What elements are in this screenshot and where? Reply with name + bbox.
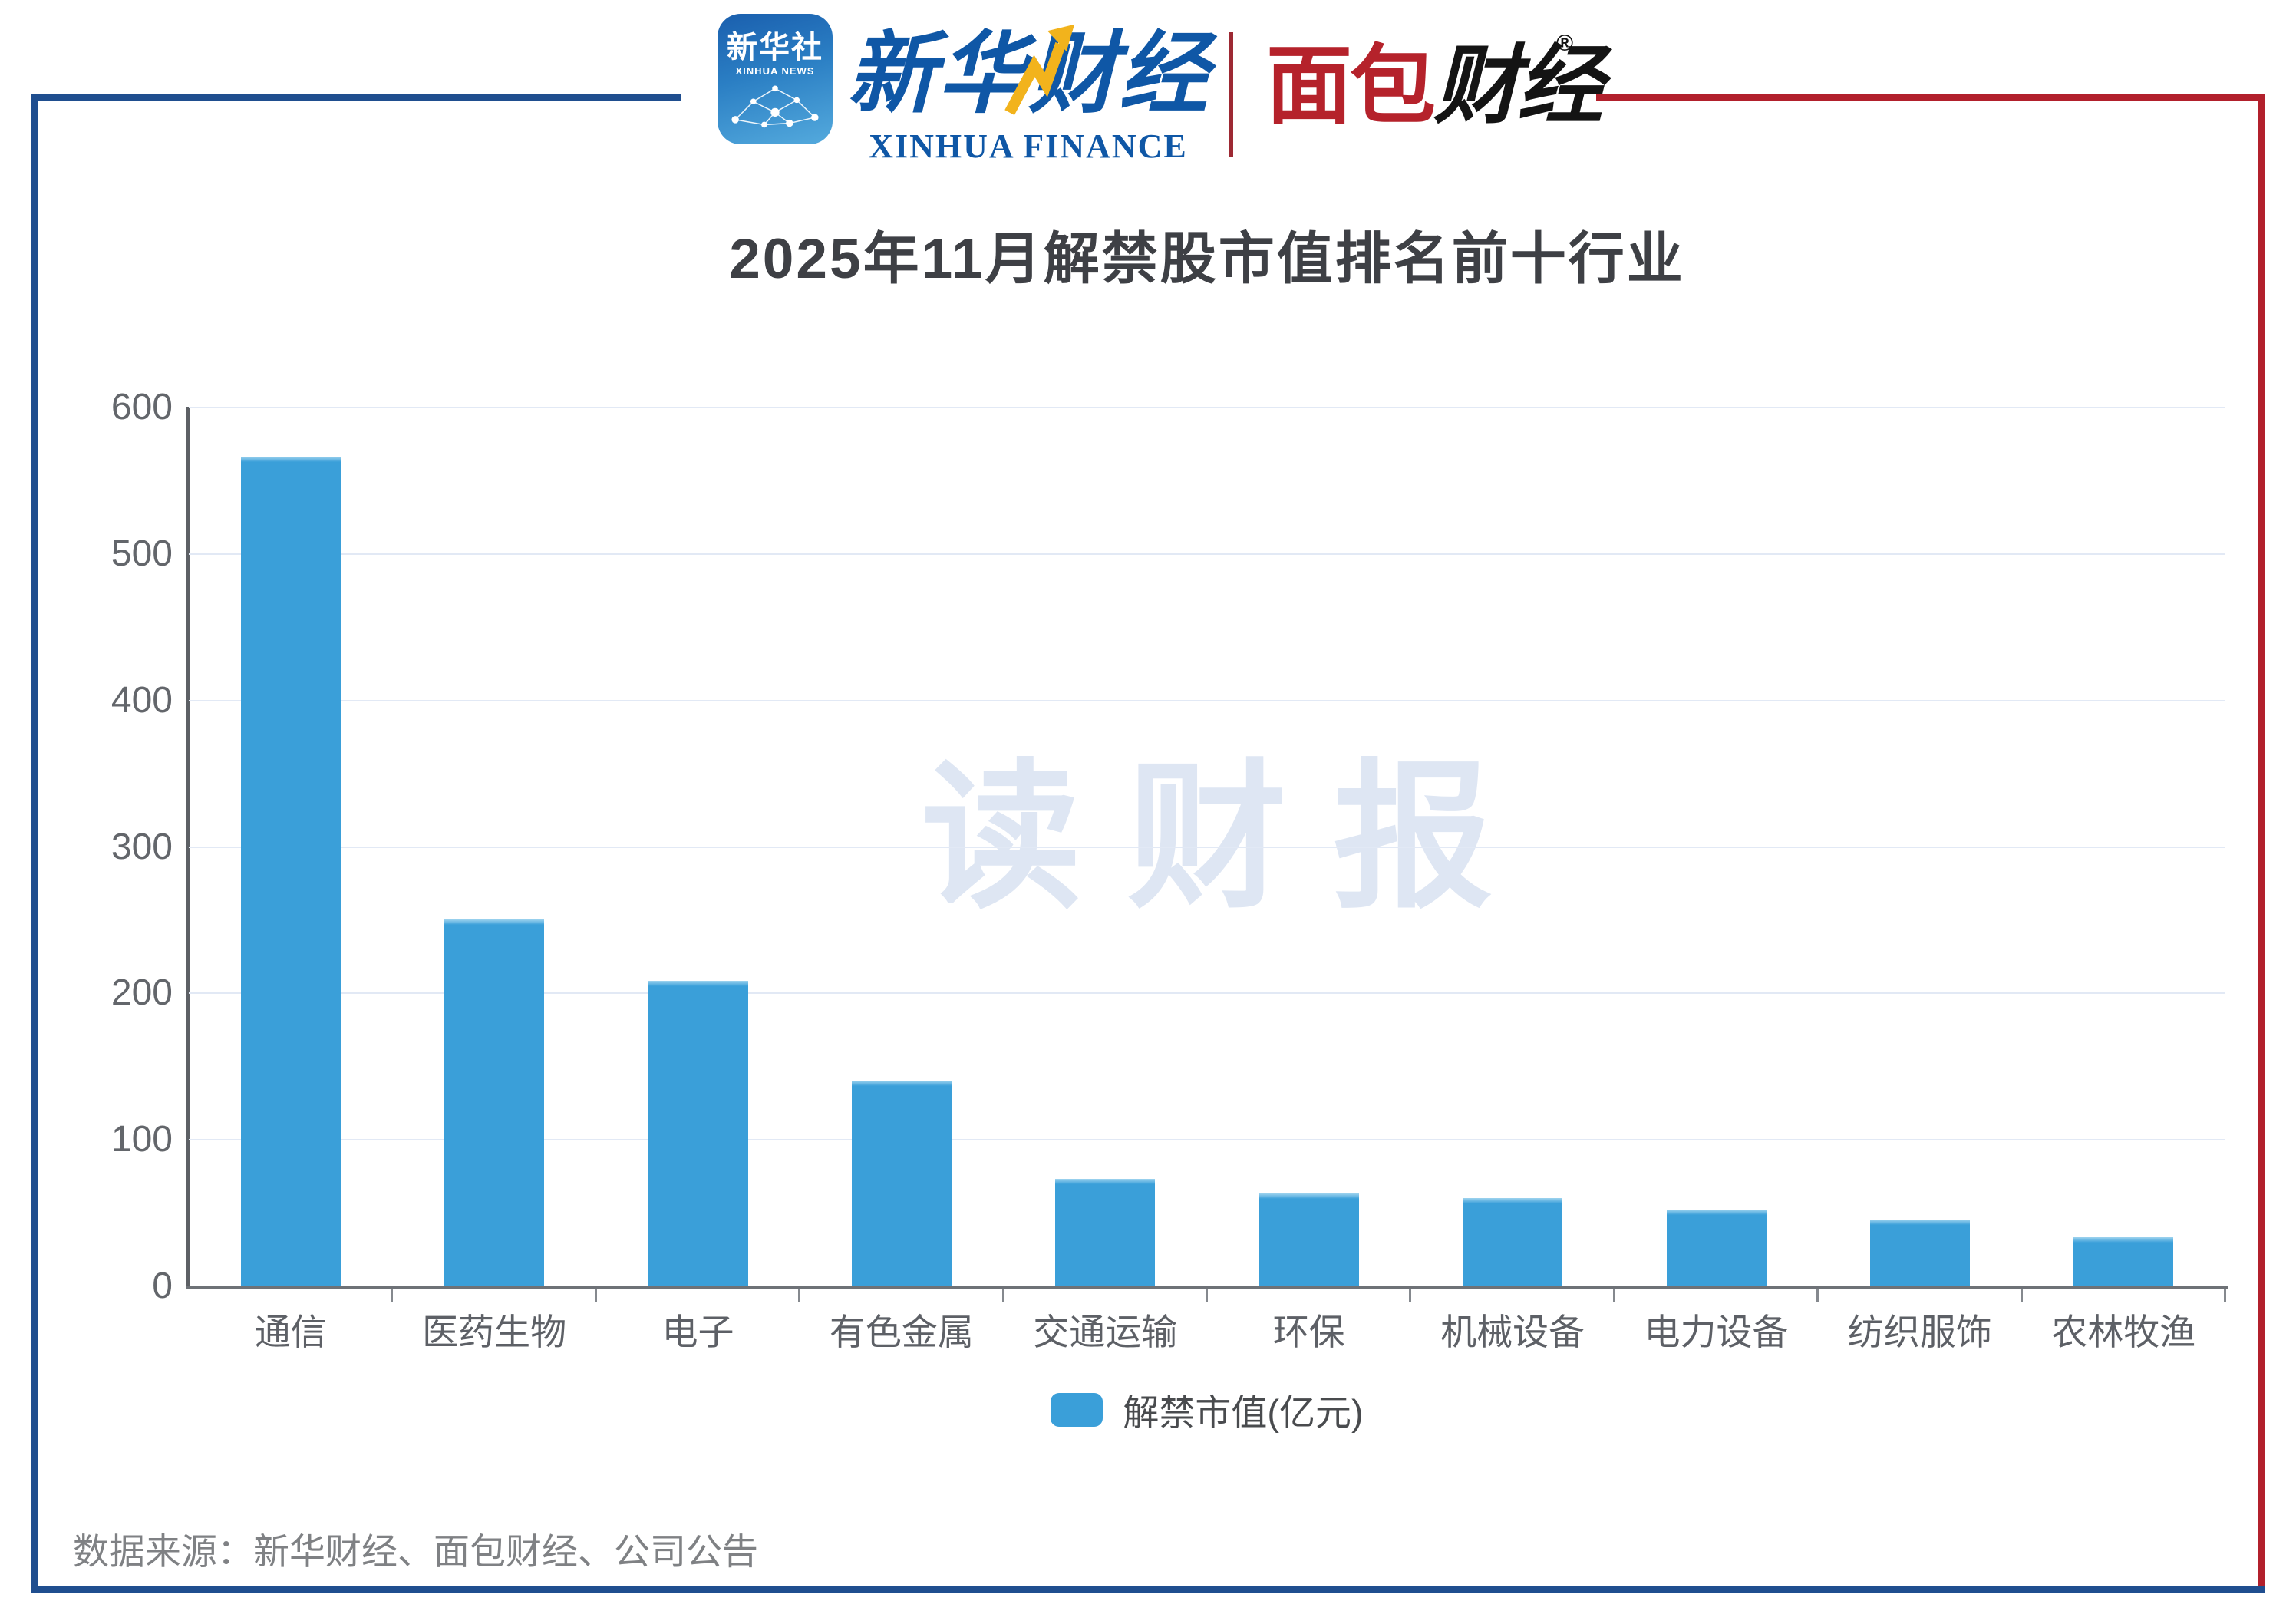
frame-border-right bbox=[2258, 94, 2265, 1593]
bar-农林牧渔 bbox=[2073, 1237, 2174, 1286]
x-axis-tick bbox=[1001, 1289, 1004, 1302]
x-axis-label-有色金属: 有色金属 bbox=[829, 1312, 974, 1352]
registered-trademark-mark: ® bbox=[1556, 31, 1574, 56]
header-divider bbox=[1229, 32, 1233, 157]
bar-医药生物 bbox=[444, 919, 545, 1286]
x-axis-label-机械设备: 机械设备 bbox=[1440, 1312, 1585, 1352]
x-axis-tick bbox=[2224, 1289, 2226, 1302]
bar-交通运输 bbox=[1055, 1178, 1156, 1286]
mianbao-logo-part2: 财经 bbox=[1433, 38, 1603, 134]
x-axis-label-通信: 通信 bbox=[254, 1312, 327, 1352]
x-axis-label-环保: 环保 bbox=[1272, 1312, 1345, 1352]
x-axis-tick bbox=[1612, 1289, 1615, 1302]
y-axis-tick-label-100: 100 bbox=[111, 1119, 173, 1160]
bar-电力设备 bbox=[1666, 1209, 1767, 1286]
bar-通信 bbox=[240, 456, 341, 1286]
bar-机械设备 bbox=[1463, 1197, 1563, 1286]
xinhua-news-logo-en: XINHUA NEWS bbox=[735, 65, 815, 77]
bar-电子 bbox=[648, 981, 748, 1286]
gridline-600 bbox=[189, 407, 2225, 408]
y-axis-labels: 0 100 200 300 400 500 600 bbox=[23, 387, 173, 1328]
gridline-100 bbox=[189, 1139, 2225, 1141]
x-axis-tick bbox=[2020, 1289, 2023, 1302]
bar-有色金属 bbox=[851, 1080, 952, 1286]
frame-border-top-left bbox=[31, 94, 681, 101]
mianbao-finance-logo: 面包财经 bbox=[1266, 38, 1603, 134]
frame-border-bottom bbox=[31, 1586, 2265, 1593]
xinhua-news-logo-cn: 新华社 bbox=[727, 31, 823, 64]
y-axis-tick-label-300: 300 bbox=[111, 826, 173, 867]
xinhua-news-logo-icon: 新华社 XINHUA NEWS bbox=[718, 14, 833, 144]
gridline-500 bbox=[189, 553, 2225, 555]
x-axis-tick bbox=[1409, 1289, 1412, 1302]
data-source-text: 数据来源：新华财经、面包财经、公司公告 bbox=[73, 1531, 758, 1572]
x-axis-label-纺织服饰: 纺织服饰 bbox=[1847, 1312, 1992, 1352]
y-axis-tick-label-600: 600 bbox=[111, 387, 173, 427]
y-axis-tick-label-400: 400 bbox=[111, 679, 173, 721]
network-pattern-icon bbox=[731, 85, 819, 128]
plot-area: 读财报 通信 医药生物 电子 有色金属 交通运输 环保 机械设备 电力设备 纺织服饰 农林牧渔 bbox=[186, 407, 2228, 1352]
x-axis-label-医药生物: 医药生物 bbox=[422, 1312, 567, 1352]
frame-border-left bbox=[31, 94, 38, 1593]
x-axis-label-电力设备: 电力设备 bbox=[1644, 1312, 1789, 1352]
x-axis-line bbox=[186, 1286, 2228, 1289]
rising-arrow-icon bbox=[1004, 24, 1075, 115]
x-axis-tick bbox=[1206, 1289, 1208, 1302]
bar-纺织服饰 bbox=[1869, 1220, 1970, 1286]
bar-环保 bbox=[1259, 1193, 1359, 1286]
y-axis-tick-label-200: 200 bbox=[111, 972, 173, 1014]
mianbao-logo-part1: 面包 bbox=[1266, 38, 1436, 134]
xinhua-finance-logo-en: XINHUA FINANCE bbox=[869, 127, 1188, 165]
y-axis-tick-label-0: 0 bbox=[152, 1266, 173, 1306]
legend-swatch bbox=[1051, 1392, 1103, 1427]
y-axis-tick-label-500: 500 bbox=[111, 533, 173, 574]
watermark-text: 读财报 bbox=[922, 749, 1539, 927]
x-axis-label-交通运输: 交通运输 bbox=[1033, 1312, 1178, 1352]
x-axis-tick bbox=[1816, 1289, 1819, 1302]
gridline-200 bbox=[189, 992, 2225, 995]
frame-border-top-right bbox=[1596, 94, 2265, 101]
chart-title: 2025年11月解禁股市值排名前十行业 bbox=[729, 228, 1685, 290]
gridline-400 bbox=[189, 699, 2225, 701]
x-axis-tick bbox=[391, 1289, 394, 1302]
gridline-300 bbox=[189, 846, 2225, 848]
x-axis-label-电子: 电子 bbox=[661, 1312, 734, 1352]
legend-label: 解禁市值(亿元) bbox=[1123, 1392, 1364, 1433]
x-axis-tick bbox=[798, 1289, 801, 1302]
x-axis-label-农林牧渔: 农林牧渔 bbox=[2051, 1312, 2196, 1352]
x-axis-tick bbox=[594, 1289, 597, 1302]
y-axis-line bbox=[186, 407, 190, 1289]
legend: 解禁市值(亿元) bbox=[189, 1383, 2225, 1436]
